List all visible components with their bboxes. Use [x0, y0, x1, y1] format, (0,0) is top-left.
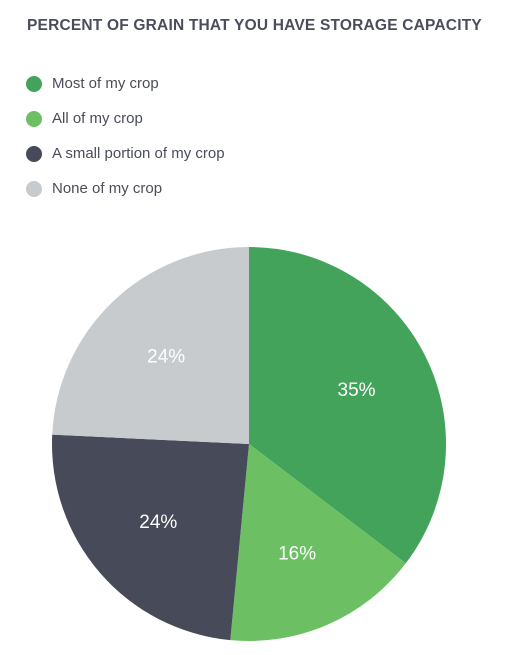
legend-item-none: None of my crop [26, 171, 225, 206]
legend-label-most: Most of my crop [52, 75, 159, 92]
legend-swatch-all [26, 110, 42, 127]
legend-swatch-most [26, 75, 42, 92]
legend-item-all: All of my crop [26, 101, 225, 136]
pie-slice-all [230, 444, 406, 641]
pie-label-small-portion: 24% [139, 512, 177, 533]
legend-swatch-small-portion [26, 145, 42, 162]
chart-title: PERCENT OF GRAIN THAT YOU HAVE STORAGE C… [27, 17, 482, 34]
pie-slices [51, 247, 446, 641]
legend-item-small-portion: A small portion of my crop [26, 136, 225, 171]
pie-slice-none [52, 247, 250, 444]
pie-slice-small-portion [51, 434, 250, 641]
legend-item-most: Most of my crop [26, 66, 225, 101]
pie-slice-labels: 35% 16% 24% 24% [139, 347, 375, 565]
legend-label-all: All of my crop [52, 110, 143, 127]
legend-swatch-none [26, 180, 42, 197]
legend-label-small-portion: A small portion of my crop [52, 145, 225, 162]
legend-label-none: None of my crop [52, 180, 163, 197]
pie-label-all: 16% [278, 543, 316, 564]
chart-legend: Most of my crop All of my crop A small p… [26, 66, 225, 206]
pie-slice-most [249, 247, 446, 564]
pie-label-most: 35% [338, 380, 376, 401]
pie-label-none: 24% [147, 347, 185, 368]
